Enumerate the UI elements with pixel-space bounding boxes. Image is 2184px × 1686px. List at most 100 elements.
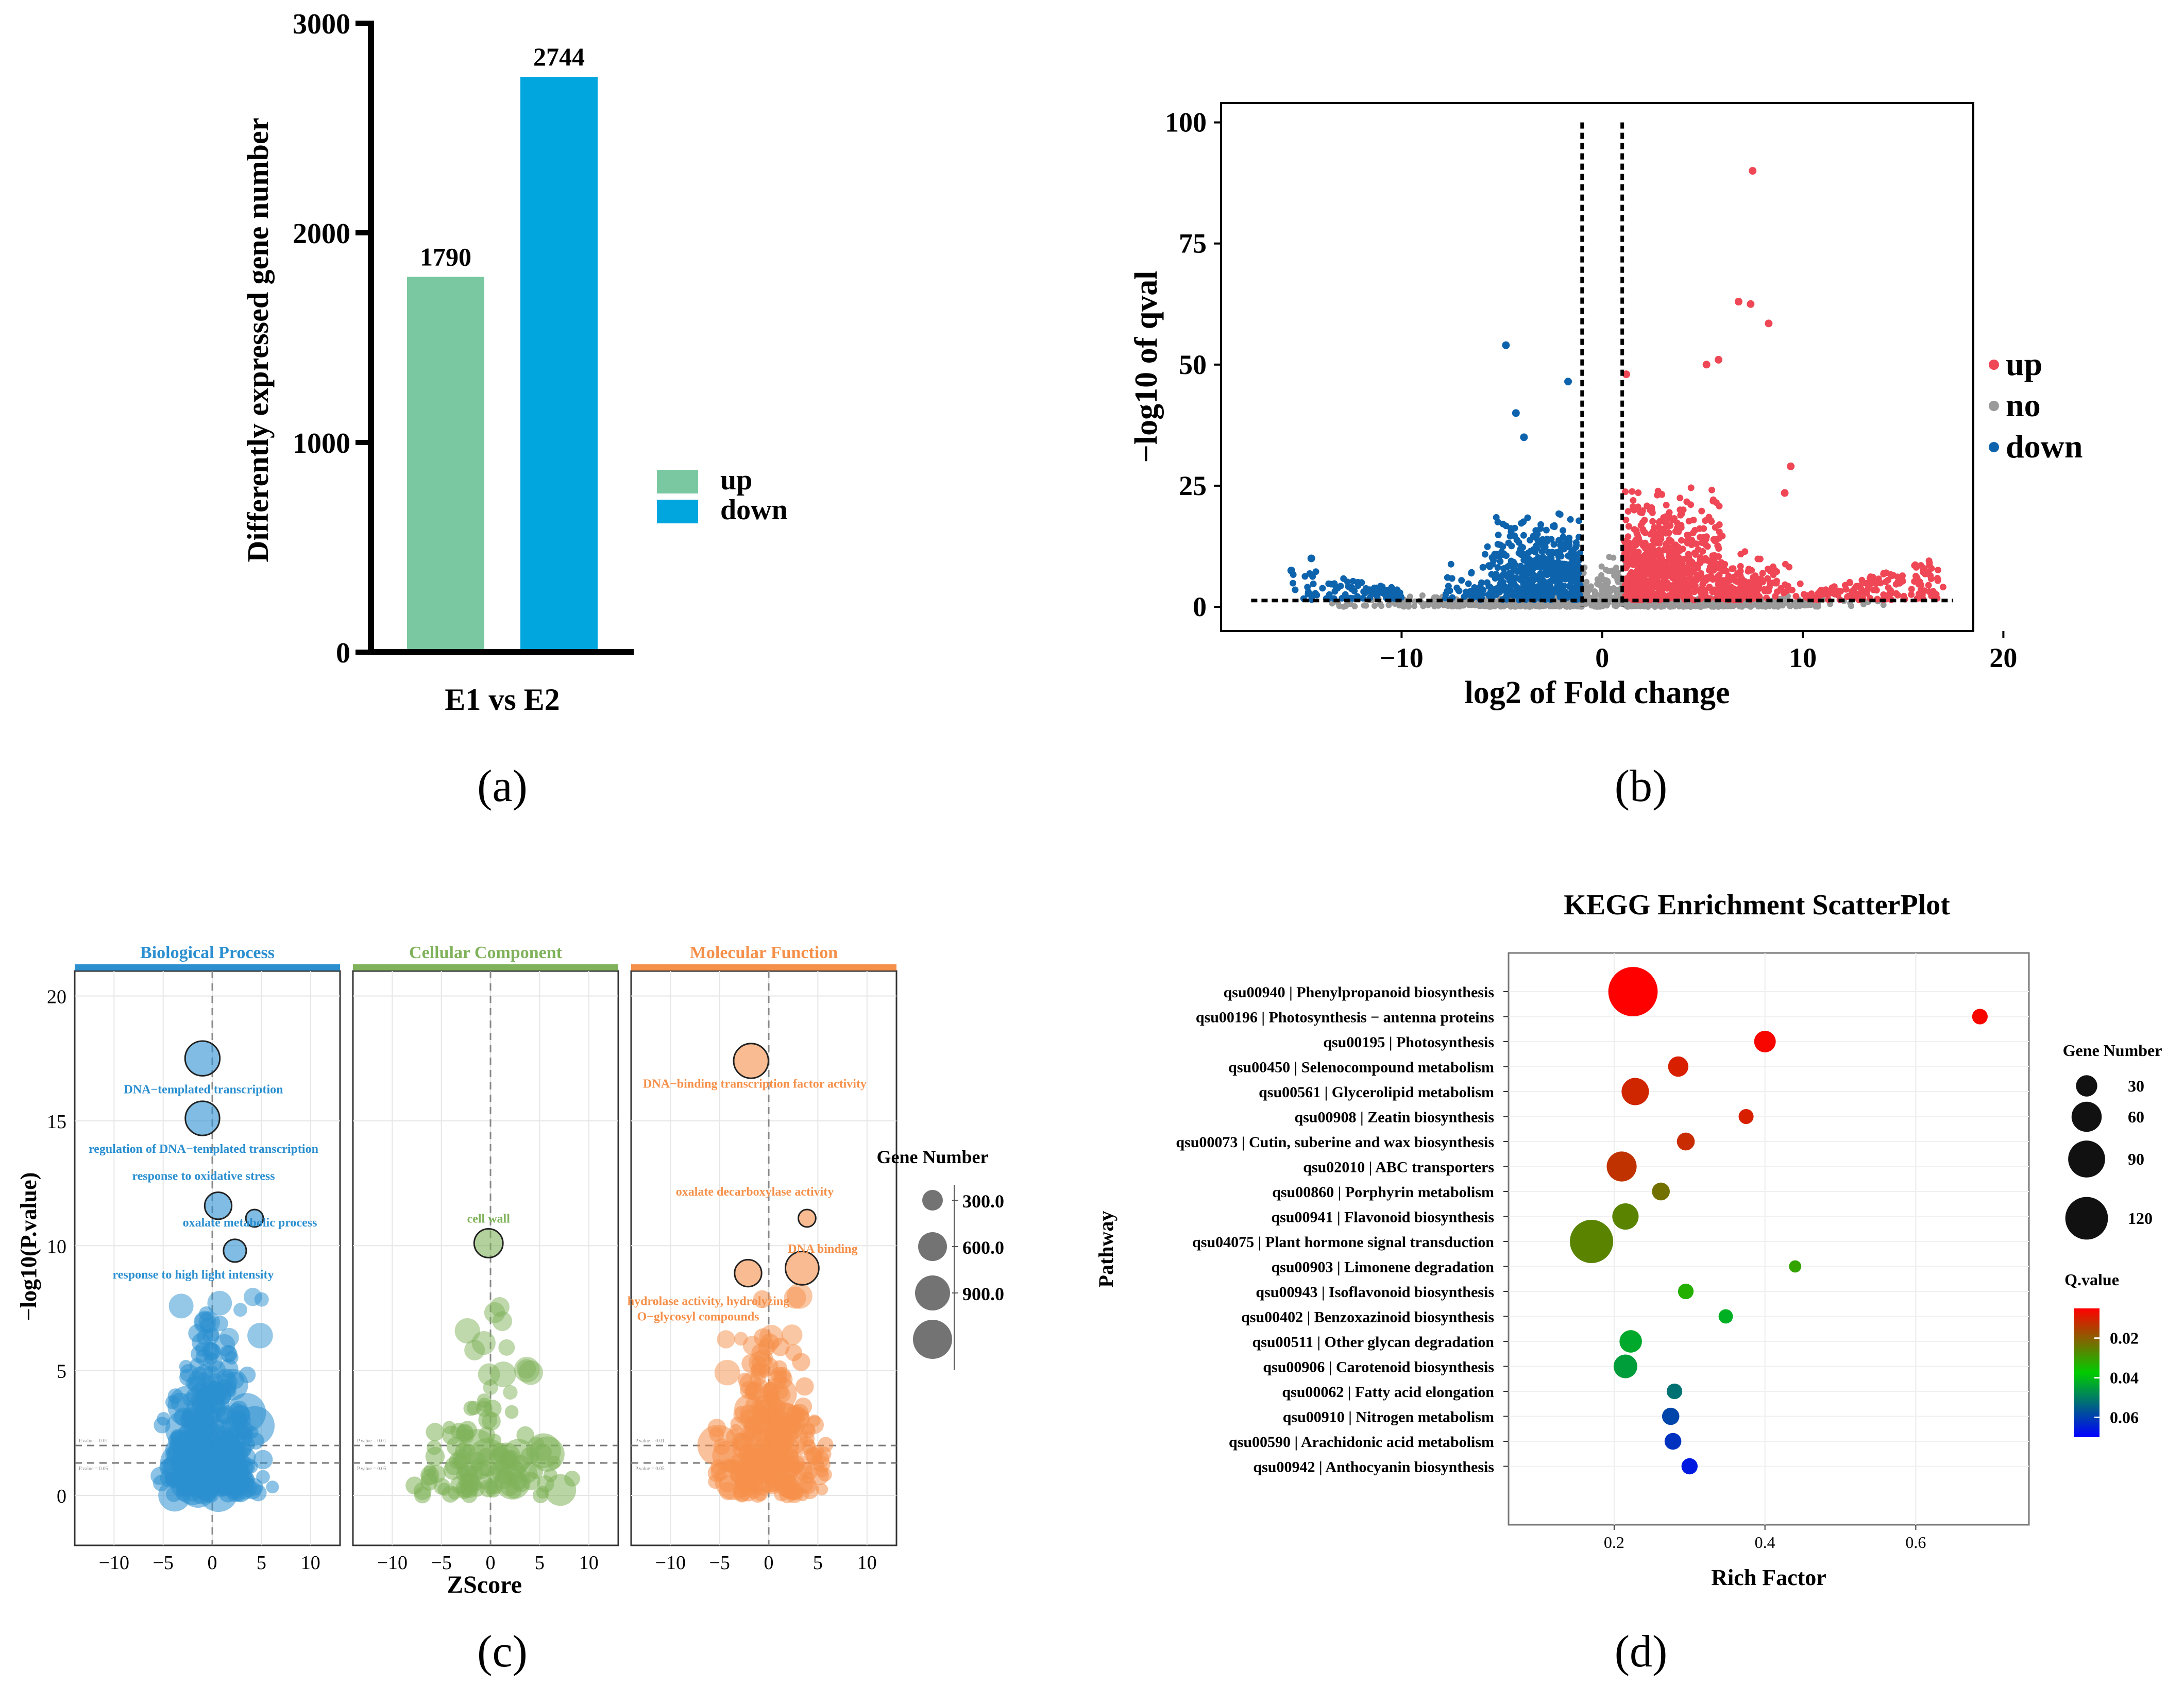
c-bubble xyxy=(742,1453,760,1471)
c-legend-label: 300.0 xyxy=(962,1191,1004,1212)
c-bubble xyxy=(781,1324,803,1346)
a-legend-swatch-up xyxy=(657,470,698,493)
c-ytick-label: 20 xyxy=(47,986,66,1008)
b-xlabel: log2 of Fold change xyxy=(1465,675,1730,710)
c-bubble xyxy=(749,1351,773,1375)
d-point xyxy=(1608,967,1658,1016)
a-xlabel: E1 vs E2 xyxy=(445,683,560,717)
c-bubble xyxy=(769,1471,786,1488)
panel-label-c: (c) xyxy=(477,1627,528,1677)
c-facet-biological-process: Biological Process P.value = 0.01 P.value … xyxy=(47,943,341,1574)
c-bubble xyxy=(168,1293,194,1319)
c-term-bubble xyxy=(184,1040,221,1077)
d-pathway-label: qsu00450 | Selenocompound metabolism xyxy=(1228,1059,1494,1076)
c-facet-molecular-function: Molecular Function P.value = 0.01 P.value … xyxy=(628,943,898,1574)
c-bubble xyxy=(214,1467,234,1486)
c-bubble xyxy=(788,1420,801,1434)
d-color-legend-label: 0.04 xyxy=(2110,1369,2139,1387)
c-threshold-label: P.value = 0.01 xyxy=(357,1438,386,1444)
d-pathway-label: qsu00511 | Other glycan degradation xyxy=(1252,1334,1495,1351)
d-pathway-label: qsu00943 | Isoflavonoid biosynthesis xyxy=(1256,1284,1494,1301)
b-xtick-label: −10 xyxy=(1380,642,1424,673)
b-legend-dot-up xyxy=(1989,360,1999,370)
b-point-down xyxy=(1502,341,1510,349)
d-pathway-label: qsu00910 | Nitrogen metabolism xyxy=(1283,1409,1494,1426)
c-bubble xyxy=(420,1466,439,1485)
a-bar-data-label: 2744 xyxy=(533,42,585,71)
c-term-label: cell wall xyxy=(467,1212,511,1225)
c-legend-bubble xyxy=(915,1275,950,1310)
b-ytick-label: 75 xyxy=(1179,228,1207,259)
b-point-up xyxy=(1749,167,1757,175)
b-legend-label: no xyxy=(2006,387,2041,423)
c-ytick-label: 10 xyxy=(47,1236,66,1257)
c-facet-strip xyxy=(631,964,896,970)
c-legend-bubble xyxy=(913,1320,952,1359)
c-bubble xyxy=(450,1423,467,1439)
a-ylabel: Differently expressed gene number xyxy=(241,118,275,563)
c-bubble xyxy=(427,1440,442,1455)
c-bubble xyxy=(490,1361,516,1387)
b-ytick-label: 100 xyxy=(1165,107,1207,138)
c-bubble xyxy=(207,1290,232,1316)
c-bubble xyxy=(714,1359,740,1386)
c-bubble xyxy=(244,1288,262,1306)
c-bubble xyxy=(478,1410,498,1429)
c-term-label: DNA−templated transcription xyxy=(124,1083,283,1096)
d-size-legend-dot xyxy=(2071,1101,2102,1132)
c-xtick-label: 0 xyxy=(208,1552,217,1574)
a-bar-up xyxy=(407,277,484,649)
d-pathway-label: qsu00903 | Limonene degradation xyxy=(1272,1259,1495,1276)
c-legend-label: 900.0 xyxy=(962,1284,1004,1304)
c-xtick-label: −5 xyxy=(153,1552,173,1574)
c-bubble xyxy=(564,1471,580,1487)
c-bubble xyxy=(754,1438,772,1455)
b-point-up xyxy=(1765,319,1773,328)
c-bubble xyxy=(206,1385,227,1406)
b-xtick-label: 10 xyxy=(1789,642,1817,673)
c-xtick-label: −5 xyxy=(431,1552,451,1574)
c-term-bubble xyxy=(798,1208,817,1228)
d-point xyxy=(1612,1203,1639,1230)
c-xtick-label: −5 xyxy=(709,1552,730,1574)
a-ytick-label: 1000 xyxy=(293,428,350,459)
c-bubble xyxy=(211,1441,228,1459)
c-facet-title: Biological Process xyxy=(140,943,275,962)
d-point xyxy=(1789,1260,1802,1273)
c-ytick-label: 15 xyxy=(47,1111,66,1133)
d-color-legend-bar xyxy=(2074,1308,2100,1437)
c-bubble xyxy=(753,1403,770,1420)
c-bubble xyxy=(781,1428,793,1441)
b-point-down xyxy=(1520,433,1528,441)
d-size-legend-label: 90 xyxy=(2128,1150,2144,1168)
b-ylabel: −log10 of qval xyxy=(1129,271,1164,463)
d-point xyxy=(1718,1309,1733,1324)
b-point-down xyxy=(1287,566,1295,574)
b-points-no xyxy=(1329,554,1887,610)
c-bubble xyxy=(814,1456,831,1473)
c-bubble xyxy=(188,1474,202,1488)
d-pathway-label: qsu02010 | ABC transporters xyxy=(1303,1159,1494,1176)
c-bubble xyxy=(157,1412,171,1426)
c-bubble xyxy=(759,1324,784,1349)
panel-a-bar-chart: 0 1000 2000 3000 1790 2744 Differently expre… xyxy=(241,8,788,717)
c-bubble xyxy=(492,1311,513,1331)
panel-b-volcano-plot: −10 0 10 20 0 25 50 75 100 −log10 of qval log2 o… xyxy=(1129,102,2083,710)
c-bubble xyxy=(226,1484,244,1502)
b-ytick-label: 0 xyxy=(1193,591,1207,622)
c-xtick-label: 5 xyxy=(813,1552,823,1574)
c-xtick-label: 0 xyxy=(486,1552,496,1574)
c-bubble xyxy=(753,1486,768,1502)
c-bubble xyxy=(483,1380,498,1395)
d-point xyxy=(1678,1283,1694,1300)
d-pathway-label: qsu00561 | Glycerolipid metabolism xyxy=(1259,1084,1494,1101)
d-pathway-label: qsu00402 | Benzoxazinoid biosynthesis xyxy=(1241,1309,1494,1326)
c-bubble xyxy=(199,1430,217,1448)
c-term-bubble xyxy=(184,1100,221,1136)
panel-label-d: (d) xyxy=(1615,1627,1668,1677)
d-point xyxy=(1619,1330,1642,1353)
c-bubble xyxy=(448,1486,462,1500)
c-bubble xyxy=(249,1484,267,1502)
b-ytick-label: 25 xyxy=(1179,470,1207,501)
c-bubble xyxy=(452,1449,471,1469)
